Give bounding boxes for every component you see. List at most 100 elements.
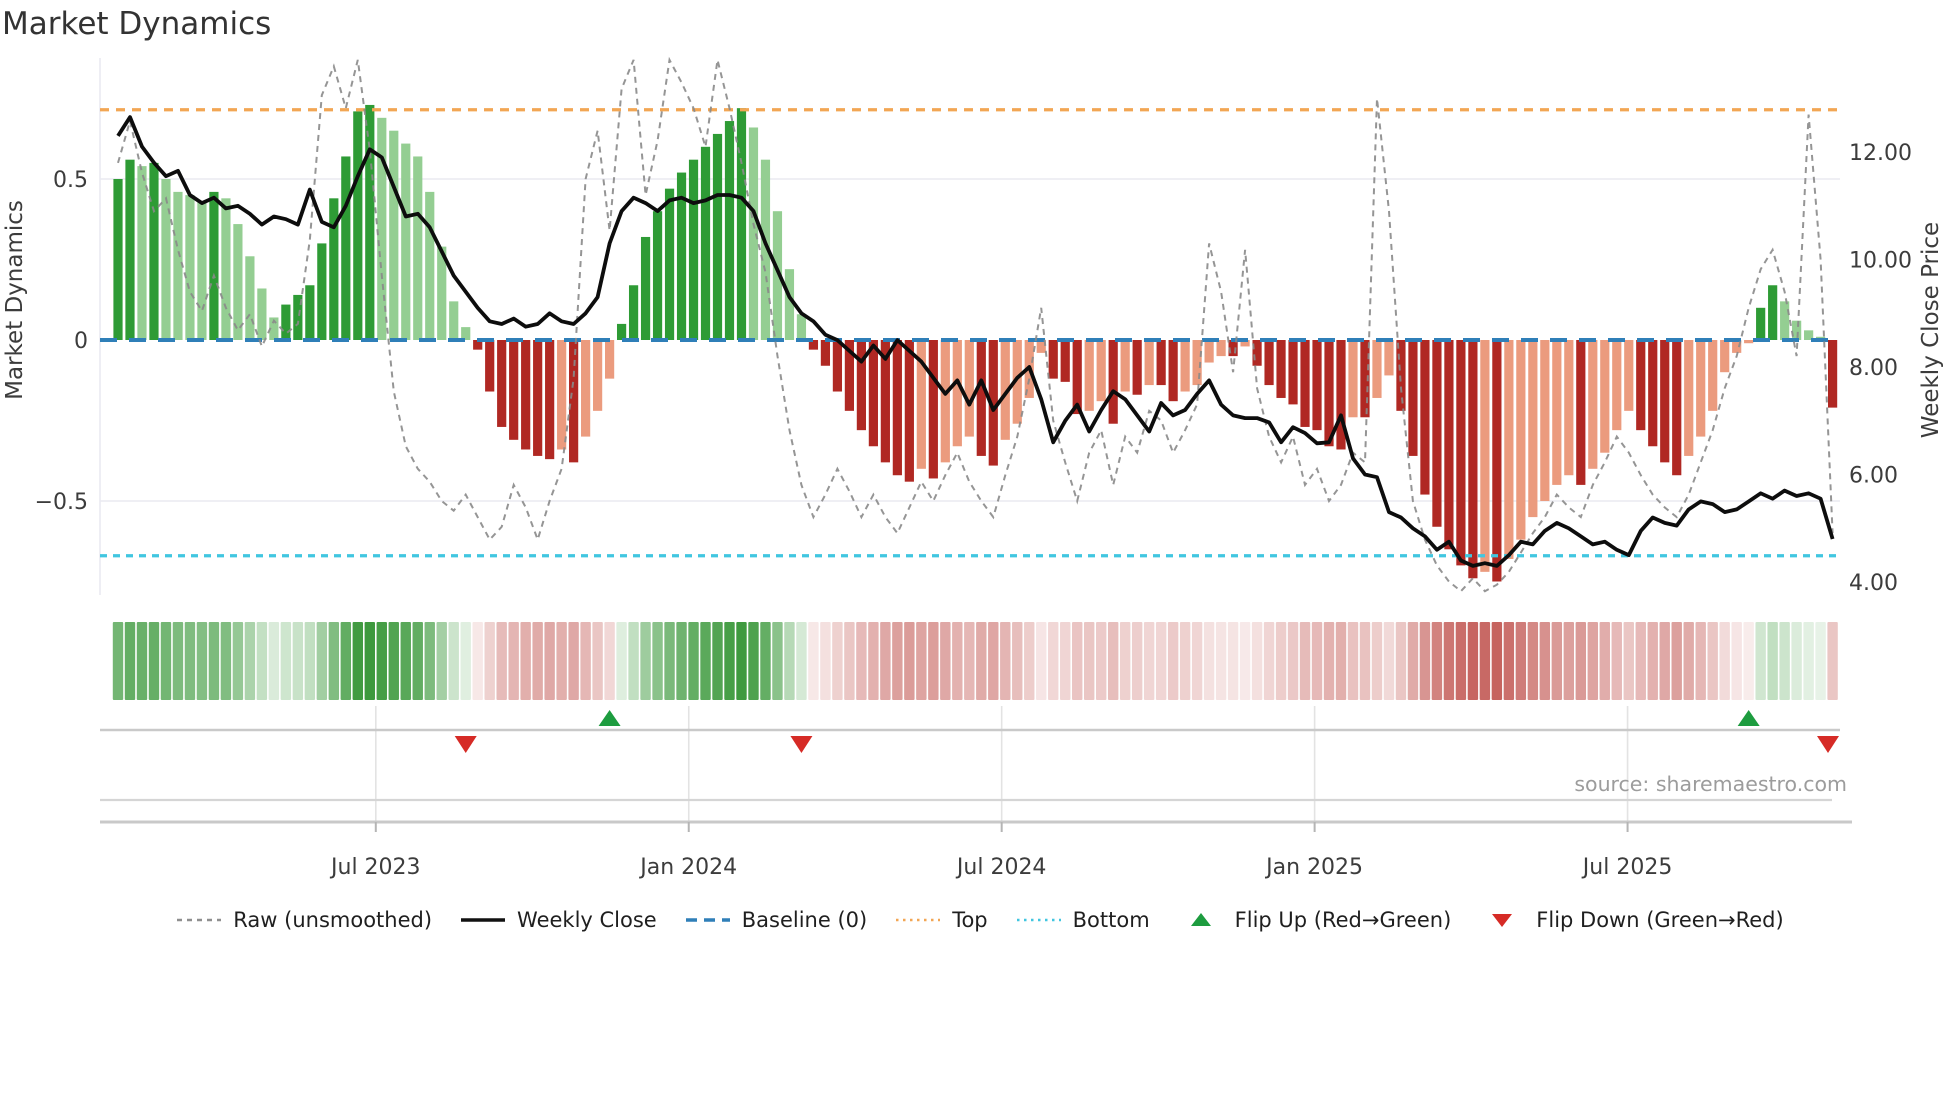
heatmap-cell [1755,622,1766,700]
dynamics-bar [1204,340,1214,363]
dynamics-bar [1408,340,1418,456]
heatmap-cell [1575,622,1587,700]
heatmap-cell [352,622,364,700]
heatmap-cell [1239,622,1251,700]
heatmap-cell [1227,622,1239,700]
heatmap-cell [688,622,699,700]
dynamics-bar [1768,285,1778,340]
heatmap-cell [412,622,423,700]
legend-label: Bottom [1072,908,1150,932]
dynamics-bar [976,340,986,456]
heatmap-cell [208,622,220,700]
dynamics-bar [473,340,483,350]
heatmap-cell [724,622,735,700]
heatmap-cell [616,622,627,700]
heatmap-cell [1048,622,1059,700]
legend-triangle-up [1190,913,1211,926]
heatmap-cell [1515,622,1527,700]
heatmap-cell [508,622,519,700]
x-tick-label: Jul 2025 [1581,855,1673,880]
legend-item: Weekly Close [460,908,657,932]
dynamics-bar [509,340,519,440]
heatmap-cell [232,622,244,700]
dynamics-bar [1624,340,1634,411]
heatmap-cell [268,622,280,700]
dynamics-bar [880,340,890,463]
dynamics-bar [796,314,807,340]
heatmap-cell [868,622,879,700]
heatmap-cell [1671,622,1682,700]
dynamics-bar [569,340,579,463]
dynamics-bar [365,104,375,340]
dynamics-bar [1600,340,1610,453]
dynamics-bar [1264,340,1274,386]
heatmap-cell [316,622,328,700]
dynamics-bar [209,191,219,340]
heatmap-cell [880,622,891,700]
dynamics-bar [1072,340,1082,415]
flip-up-marker [1737,710,1760,726]
dynamics-bar [149,162,159,340]
dynamics-bar [856,340,866,431]
dynamics-bar [1060,340,1070,382]
dynamics-bar [1360,340,1370,418]
dynamics-bar [904,340,914,482]
dynamics-bar [1132,340,1142,395]
dynamics-bar [293,294,303,340]
heatmap-cell [556,622,567,700]
heatmap-cell [1167,622,1179,700]
weekly-close-path [116,115,1835,568]
dynamics-bar [497,340,507,427]
heatmap-cell [580,622,591,700]
dynamics-bar [652,211,663,340]
flip-down-marker [790,736,813,753]
heatmap-cell [1072,622,1083,700]
legend-item: Flip Up (Red→Green) [1178,908,1451,932]
heatmap-cell [916,622,927,700]
heatmap-cell [1251,622,1263,700]
dynamics-bar [1252,340,1262,366]
solid-line-icon [461,918,506,922]
legend-triangle-down [1492,914,1513,927]
dynamics-bar [1372,340,1382,398]
heatmap-cell [1275,622,1287,700]
dynamics-bar [221,198,231,340]
heatmap-cell [1599,622,1610,700]
heatmap-cell [1779,622,1790,700]
dynamics-bar [1300,340,1310,427]
heatmap-cell [136,622,148,700]
dynamics-bar [1396,340,1406,411]
heatmap-cell [196,622,208,700]
dynamics-bar [341,156,351,340]
dynamics-bar [1720,340,1730,373]
dynamics-bar [257,288,267,340]
heatmap-cell [1539,622,1551,700]
heatmap-strip [112,622,1838,700]
right-tick-label: 8.00 [1849,356,1898,381]
right-axis-title: Weekly Close Price [1918,222,1944,438]
dynamics-bar [832,340,843,392]
heatmap-cell [1491,622,1503,700]
flip-down-marker [454,736,477,753]
heatmap-cell [808,622,819,700]
dynamics-bar [604,340,615,379]
dynamics-bar [1612,340,1622,431]
heatmap-cell [376,622,387,700]
heatmap-cell [448,622,459,700]
dynamics-bar [413,156,423,340]
heatmap-cell [280,622,292,700]
heatmap-cell [1419,622,1431,700]
dynamics-bar [1312,340,1322,431]
flip-marker-zone [100,706,1852,832]
dynamics-bar [808,340,819,350]
heatmap-cell [1131,622,1143,700]
heatmap-cell [1012,622,1023,700]
dynamics-bar [916,340,926,469]
heatmap-cell [436,622,447,700]
left-tick-label: 0 [74,329,88,354]
heatmap-cell [1815,622,1826,700]
heatmap-cell [1084,622,1095,700]
heatmap-cell [1551,622,1563,700]
heatmap-cell [640,622,651,700]
dynamics-bar [724,121,735,340]
